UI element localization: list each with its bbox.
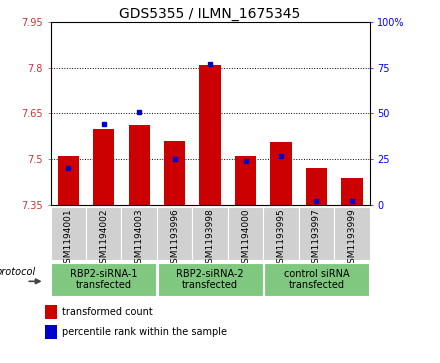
Text: GSM1194002: GSM1194002 xyxy=(99,208,108,269)
Bar xyxy=(45,305,57,319)
Text: GSM1193998: GSM1193998 xyxy=(205,208,215,269)
Bar xyxy=(192,207,228,260)
Bar xyxy=(58,156,79,205)
Bar xyxy=(306,168,327,205)
Text: GSM1194003: GSM1194003 xyxy=(135,208,144,269)
Bar xyxy=(121,207,157,260)
Text: RBP2-siRNA-2
transfected: RBP2-siRNA-2 transfected xyxy=(176,269,244,290)
Text: RBP2-siRNA-1
transfected: RBP2-siRNA-1 transfected xyxy=(70,269,138,290)
Bar xyxy=(93,129,114,205)
Bar xyxy=(51,207,86,260)
Bar xyxy=(157,207,192,260)
Bar xyxy=(235,156,256,205)
Bar xyxy=(341,178,363,205)
Text: GSM1193999: GSM1193999 xyxy=(347,208,356,269)
Title: GDS5355 / ILMN_1675345: GDS5355 / ILMN_1675345 xyxy=(120,7,301,21)
Text: protocol: protocol xyxy=(0,266,35,277)
Bar xyxy=(45,325,57,339)
Bar xyxy=(164,141,185,205)
Text: transformed count: transformed count xyxy=(62,307,153,318)
Text: percentile rank within the sample: percentile rank within the sample xyxy=(62,327,227,338)
Bar xyxy=(228,207,263,260)
Bar xyxy=(158,263,263,296)
Text: GSM1194001: GSM1194001 xyxy=(64,208,73,269)
Text: GSM1193997: GSM1193997 xyxy=(312,208,321,269)
Text: control siRNA
transfected: control siRNA transfected xyxy=(284,269,349,290)
Text: GSM1193995: GSM1193995 xyxy=(276,208,286,269)
Bar xyxy=(334,207,370,260)
Bar xyxy=(199,65,221,205)
Text: GSM1194000: GSM1194000 xyxy=(241,208,250,269)
Bar xyxy=(264,263,369,296)
Bar xyxy=(270,142,292,205)
Bar xyxy=(299,207,334,260)
Bar xyxy=(263,207,299,260)
Bar xyxy=(128,125,150,205)
Text: GSM1193996: GSM1193996 xyxy=(170,208,179,269)
Bar xyxy=(86,207,121,260)
Bar xyxy=(51,263,156,296)
